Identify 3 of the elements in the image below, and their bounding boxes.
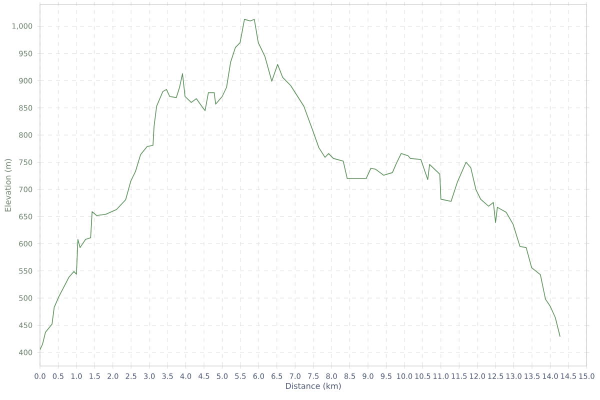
x-axis-title: Distance (km) — [286, 382, 341, 390]
line-series — [40, 18, 560, 350]
y-axis-title: Elevation (m) — [4, 159, 12, 212]
